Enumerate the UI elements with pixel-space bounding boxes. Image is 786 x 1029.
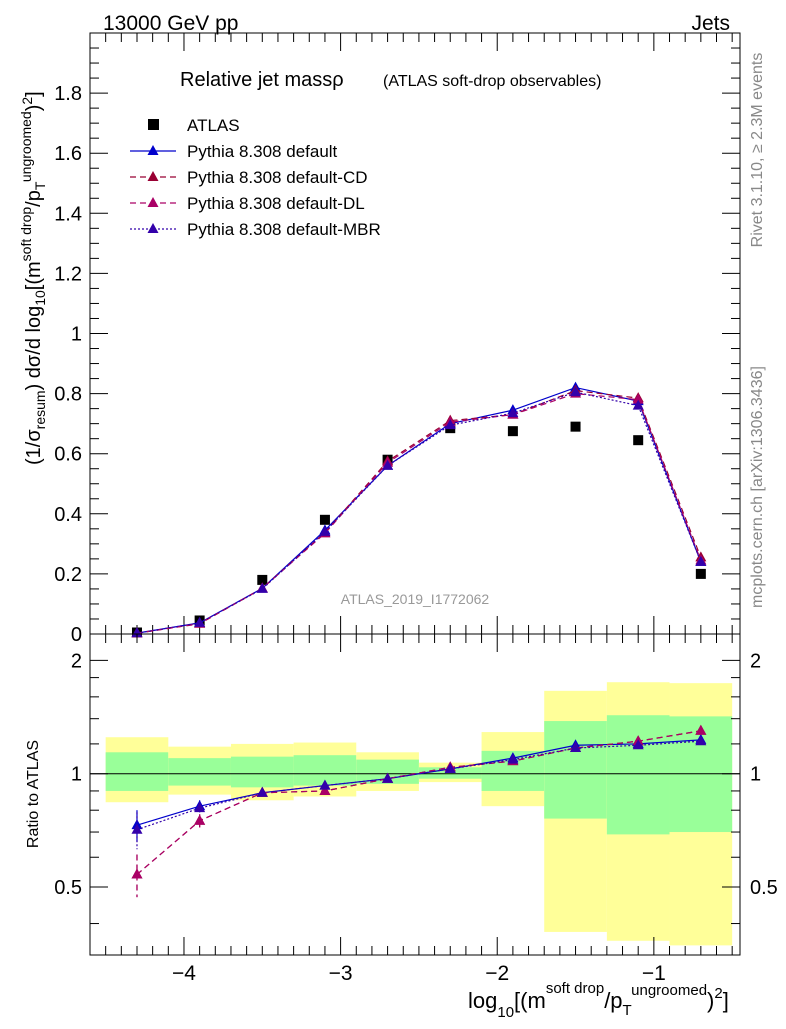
uncertainty-band-green	[230, 756, 294, 788]
ratio-data-point	[382, 772, 394, 783]
uncertainty-band-green	[168, 758, 231, 786]
header-left: 13000 GeV pp	[103, 12, 238, 35]
data-point	[507, 426, 518, 437]
legend-label: ATLAS	[187, 116, 240, 135]
series-line	[136, 389, 702, 634]
ratio-data-point	[507, 753, 519, 764]
ratio-data-point	[194, 802, 206, 813]
x-tick-label: −2	[485, 962, 509, 985]
data-point	[319, 525, 331, 536]
header-right: Jets	[691, 12, 730, 35]
legend-marker-triangle	[147, 223, 159, 233]
ratio-data-point	[131, 868, 143, 879]
x-axis-title: log10[(msoft drop/pTungroomed)2]	[468, 980, 729, 1021]
data-point	[695, 568, 706, 579]
data-point	[632, 393, 644, 404]
ratio-data-point	[319, 784, 331, 795]
legend-label: Pythia 8.308 default-MBR	[187, 220, 381, 239]
plot-title: Relative jet massρ	[180, 69, 344, 91]
data-point	[131, 627, 143, 638]
ratio-plot-panel: 0.5 0.5 1 1 2 2 −4 −3 −2 −1	[54, 633, 778, 985]
x-tick-label: −4	[172, 962, 196, 985]
ratio-y-tick-label: 1	[71, 764, 82, 786]
ratio-data-point	[319, 779, 331, 790]
y-tick-label: 1	[71, 324, 82, 346]
main-plot-panel: 0 0.2 0.4 0.6 0.8 1 1.2 1.4 1.6 1.8	[54, 32, 741, 646]
data-point	[257, 574, 268, 585]
plot-subtitle: (ATLAS soft-drop observables)	[383, 73, 601, 90]
series-4	[131, 386, 707, 638]
data-point	[695, 555, 707, 566]
data-point	[570, 386, 582, 397]
legend: ATLAS Pythia 8.308 default Pythia 8.308 de…	[130, 116, 381, 239]
legend-marker-triangle	[147, 145, 159, 155]
ratio-data-point	[570, 742, 582, 753]
ratio-series-3	[131, 735, 707, 850]
legend-marker-triangle	[147, 171, 159, 181]
y-tick-label: 1.6	[54, 143, 82, 165]
legend-label: Pythia 8.308 default-DL	[187, 194, 365, 213]
legend-marker-triangle	[147, 197, 159, 207]
uncertainty-band-green	[606, 715, 670, 835]
y-tick-label: 0.2	[54, 564, 82, 586]
ratio-y-tick-label-right: 0.5	[750, 877, 778, 899]
y-tick-label: 1.2	[54, 263, 82, 285]
ratio-y-tick-label-right: 1	[750, 764, 761, 786]
legend-label: Pythia 8.308 default	[187, 142, 338, 161]
y-tick-label: 1.4	[54, 203, 82, 225]
series-line	[136, 392, 702, 634]
data-point	[382, 459, 394, 470]
ratio-data-point	[444, 762, 456, 773]
data-point	[256, 582, 268, 593]
ratio-data-point	[194, 814, 206, 825]
data-point	[319, 514, 330, 525]
data-point	[632, 399, 644, 410]
legend-label: Pythia 8.308 default-CD	[187, 168, 368, 187]
y-tick-label: 0.8	[54, 384, 82, 406]
ratio-y-tick-label: 0.5	[54, 877, 82, 899]
ratio-data-point	[256, 786, 268, 797]
bottom-panel-frame	[89, 633, 741, 956]
uncertainty-band-green	[544, 721, 607, 819]
ratio-series-line	[136, 740, 701, 831]
watermark: ATLAS_2019_I1772062	[341, 591, 490, 607]
ratio-axis-title: Ratio to ATLAS	[25, 740, 42, 848]
data-point	[633, 435, 644, 446]
y-axis-title: (1/σresum) dσ/d log10[(msoft drop/pTungr…	[18, 91, 48, 465]
ratio-y-tick-label-right: 2	[750, 650, 761, 672]
ratio-data-point	[131, 823, 143, 834]
rivet-label: Rivet 3.1.10, ≥ 2.3M events	[749, 53, 766, 248]
ratio-data-point	[632, 739, 644, 750]
x-tick-label: −3	[329, 962, 353, 985]
y-tick-label: 0	[71, 624, 82, 646]
ratio-data-point	[695, 724, 707, 735]
x-tick-label: −1	[642, 962, 666, 985]
y-tick-label: 1.8	[54, 83, 82, 105]
ratio-data-point	[695, 735, 707, 746]
data-point	[194, 616, 206, 627]
mcplots-label: mcplots.cern.ch [arXiv:1306.3436]	[749, 366, 766, 608]
y-tick-label: 0.6	[54, 444, 82, 466]
uncertainty-band-green	[105, 752, 169, 791]
data-point	[444, 419, 456, 430]
data-point	[507, 407, 519, 418]
legend-marker-square	[148, 119, 159, 130]
y-tick-label: 0.4	[54, 504, 82, 526]
ratio-y-tick-label: 2	[71, 650, 82, 672]
uncertainty-band-green	[418, 767, 482, 779]
data-point	[570, 421, 581, 432]
